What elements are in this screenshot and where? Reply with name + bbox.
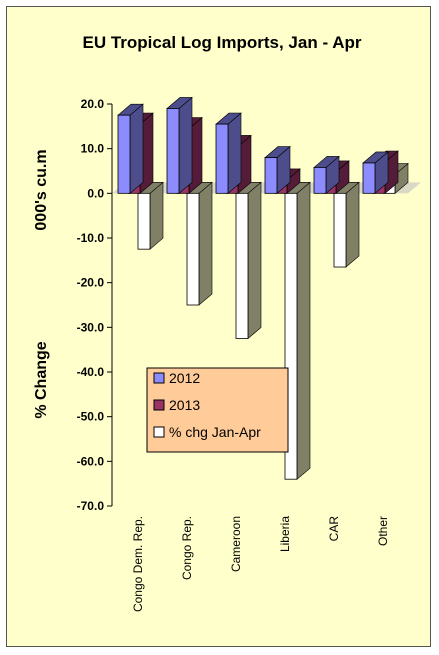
y-tick-label: -40.0 [77, 365, 105, 379]
bar-pct-change [186, 181, 213, 306]
y-tick-label: 20.0 [81, 97, 105, 111]
bar-side [178, 96, 193, 194]
y-tick-label: -60.0 [77, 454, 105, 468]
bar-front [362, 162, 376, 194]
y-tick-label: -50.0 [77, 410, 105, 424]
y-axis-ticks: 20.0 10.0 0.0 -10.0 -20.0 -30.0 -40.0 -50.0 -60.… [77, 97, 113, 513]
bar-2012 [313, 155, 340, 194]
category-label: Congo Dem. Rep. [131, 516, 145, 612]
bar-pct-change [137, 181, 164, 250]
bar-front [117, 114, 131, 194]
category-labels: Congo Dem. Rep. Congo Rep. Cameroon Liberia… [131, 516, 390, 612]
bar-front [215, 123, 229, 194]
legend-label: 2012 [169, 370, 200, 386]
y-tick-label: -70.0 [77, 499, 105, 513]
y-tick-label: 10.0 [81, 142, 105, 156]
chart-title: EU Tropical Log Imports, Jan - Apr [83, 33, 362, 52]
bar-side [129, 103, 144, 194]
bar-2012 [117, 103, 144, 194]
category-label: Cameroon [229, 516, 243, 572]
legend: 2012 2013 % chg Jan-Apr [146, 367, 289, 453]
legend-box [146, 367, 289, 453]
legend-swatch [153, 426, 165, 438]
y-axis-label-bottom: % Change [33, 341, 50, 418]
bar-front [313, 167, 327, 194]
chart-frame [6, 6, 431, 647]
bar-front [186, 192, 200, 306]
legend-swatch [153, 399, 165, 411]
category-label: Congo Rep. [180, 516, 194, 580]
bar-2012 [264, 145, 291, 194]
legend-label: % chg Jan-Apr [169, 424, 261, 440]
y-tick-label: -20.0 [77, 276, 105, 290]
legend-label: 2013 [169, 397, 200, 413]
bar-side [198, 181, 213, 306]
bar-front [235, 192, 249, 339]
y-tick-label: -30.0 [77, 320, 105, 334]
category-label: Liberia [278, 516, 292, 552]
category-label: CAR [327, 516, 341, 542]
bar-side [247, 181, 262, 340]
bar-side [296, 181, 311, 480]
bar-2012 [166, 96, 193, 194]
legend-swatch [153, 372, 165, 384]
bar-front [137, 192, 151, 250]
y-axis-label-top: 000's cu.m [33, 149, 50, 230]
bar-pct-change [284, 181, 311, 480]
y-tick-label: -10.0 [77, 231, 105, 245]
bar-front [333, 192, 347, 268]
bar-front [264, 157, 278, 194]
bar-pct-change [333, 181, 360, 268]
y-tick-label: 0.0 [87, 186, 104, 200]
bar-side [227, 112, 242, 194]
bar-side [345, 181, 360, 268]
category-label: Other [376, 516, 390, 546]
bar-2012 [215, 112, 242, 194]
bar-front [166, 108, 180, 194]
bar-pct-change [235, 181, 262, 340]
bar-side [149, 181, 164, 250]
bar-2012 [362, 151, 389, 194]
